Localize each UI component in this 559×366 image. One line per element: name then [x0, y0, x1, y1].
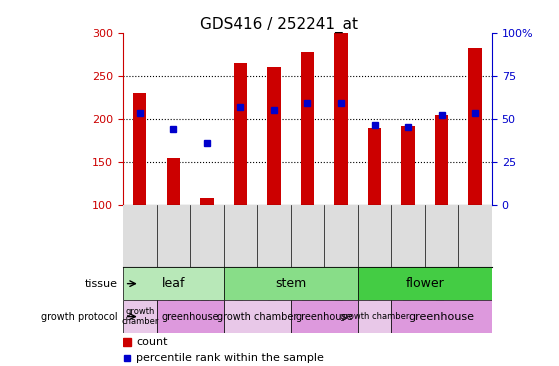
Text: greenhouse: greenhouse — [409, 311, 475, 322]
Bar — [123, 267, 224, 300]
Text: greenhouse: greenhouse — [161, 311, 219, 322]
Bar — [224, 300, 291, 333]
Text: growth chamber: growth chamber — [217, 311, 297, 322]
Text: stem: stem — [275, 277, 306, 290]
Bar — [401, 126, 415, 205]
Bar — [358, 300, 391, 333]
Text: growth chamber: growth chamber — [340, 312, 409, 321]
Text: flower: flower — [405, 277, 444, 290]
Bar — [468, 48, 482, 205]
Text: leaf: leaf — [162, 277, 185, 290]
Bar — [358, 267, 492, 300]
Bar — [157, 300, 224, 333]
Bar — [334, 33, 348, 205]
Bar — [368, 127, 381, 205]
Bar — [200, 198, 214, 205]
Text: tissue: tissue — [84, 279, 117, 289]
Bar — [291, 300, 358, 333]
Text: greenhouse: greenhouse — [295, 311, 353, 322]
Text: GDS416 / 252241_at: GDS416 / 252241_at — [201, 16, 358, 33]
Text: count: count — [136, 337, 167, 347]
Bar — [435, 115, 448, 205]
Text: growth protocol: growth protocol — [41, 311, 117, 322]
Bar — [167, 158, 180, 205]
Bar — [234, 63, 247, 205]
Text: growth
chamber: growth chamber — [121, 307, 158, 326]
Bar — [267, 67, 281, 205]
Bar — [123, 300, 157, 333]
Bar — [224, 267, 358, 300]
Bar — [301, 52, 314, 205]
Bar — [391, 300, 492, 333]
Text: percentile rank within the sample: percentile rank within the sample — [136, 353, 324, 363]
Bar — [133, 93, 146, 205]
